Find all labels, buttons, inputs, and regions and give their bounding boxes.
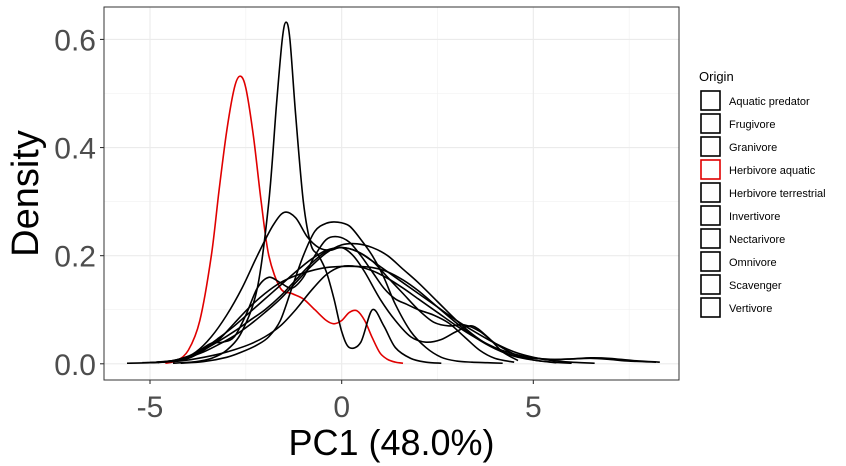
series-scavenger: [172, 21, 442, 365]
legend-label: Vertivore: [729, 303, 772, 315]
series-vertivore: [126, 264, 660, 365]
legend-item-frugivore: Frugivore: [700, 113, 775, 134]
legend-item-aquatic-predator: Aquatic predator: [700, 90, 810, 111]
legend-key: [700, 113, 721, 134]
y-tick-label: 0.4: [54, 133, 96, 166]
y-tick-label: 0.2: [54, 241, 96, 274]
legend-key: [700, 228, 721, 249]
legend-title: Origin: [699, 69, 734, 84]
series-granivore: [149, 235, 515, 364]
x-axis: -5 0 5: [137, 380, 542, 424]
legend-label: Omnivore: [729, 257, 777, 269]
legend-key: [700, 274, 721, 295]
legend-item-omnivore: Omnivore: [700, 251, 777, 272]
x-tick-label: 5: [525, 391, 542, 424]
legend-label: Invertivore: [729, 211, 780, 223]
legend-item-herbivore-terrestrial: Herbivore terrestrial: [700, 182, 826, 203]
legend-label: Aquatic predator: [729, 96, 810, 108]
plot-panel-border: [103, 6, 680, 381]
legend-key: [700, 159, 721, 180]
legend-key: [700, 90, 721, 111]
legend-item-scavenger: Scavenger: [700, 274, 782, 295]
legend-item-herbivore-aquatic: Herbivore aquatic: [700, 159, 816, 180]
legend-item-granivore: Granivore: [700, 136, 777, 157]
legend-label: Granivore: [729, 142, 777, 154]
legend-label: Scavenger: [729, 280, 782, 292]
series-omnivore: [149, 242, 572, 365]
legend: Origin Aquatic predator Frugivore Granivor…: [699, 69, 826, 318]
legend-key: [700, 205, 721, 226]
grid: [104, 7, 679, 380]
legend-key: [700, 136, 721, 157]
series-invertivore: [149, 246, 595, 365]
x-tick-label: -5: [137, 391, 164, 424]
y-tick-label: 0.6: [54, 24, 96, 57]
series-nectarivore: [180, 221, 503, 365]
legend-label: Frugivore: [729, 119, 775, 131]
y-tick-label: 0.0: [54, 349, 96, 382]
density-curves: [126, 21, 660, 365]
x-axis-title: PC1 (48.0%): [288, 422, 494, 463]
y-axis: 0.0 0.2 0.4 0.6: [54, 24, 104, 382]
x-tick-label: 0: [333, 391, 350, 424]
legend-label: Nectarivore: [729, 234, 785, 246]
y-axis-title: Density: [5, 130, 47, 257]
legend-key: [700, 251, 721, 272]
legend-item-invertivore: Invertivore: [700, 205, 780, 226]
legend-label: Herbivore aquatic: [729, 165, 816, 177]
plot-panel: [104, 7, 679, 380]
legend-label: Herbivore terrestrial: [729, 188, 826, 200]
legend-key: [700, 297, 721, 318]
legend-item-nectarivore: Nectarivore: [700, 228, 785, 249]
legend-item-vertivore: Vertivore: [700, 297, 772, 318]
legend-key: [700, 182, 721, 203]
